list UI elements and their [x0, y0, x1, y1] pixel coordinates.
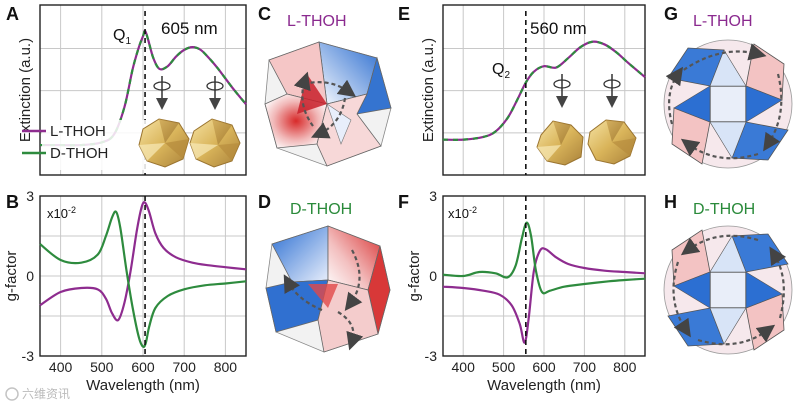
q2-main: Q [492, 61, 504, 78]
x-tick-label-b: 800 [214, 359, 238, 375]
y-axis-title-b: g-factor [3, 251, 20, 302]
plot-frame-f [442, 195, 646, 357]
gold-particle-icon-e1 [536, 120, 584, 166]
plot-frame-b [39, 195, 247, 357]
series-line-b-d-thoh [39, 210, 247, 348]
rotation-icon-e2 [603, 74, 621, 108]
x-tick-label-f: 500 [492, 359, 516, 375]
plot-frame-a [39, 4, 247, 176]
legend-label-l: L-THOH [50, 123, 106, 140]
x-tick-label-f: 700 [573, 359, 597, 375]
wavelength-label-a: 605 nm [161, 19, 218, 38]
panel-letter-a: A [6, 4, 19, 24]
y-tick-label-b: -3 [22, 348, 35, 364]
rotation-icon-e1 [553, 74, 571, 108]
panel-letter-h: H [664, 192, 677, 212]
mult-main-b: x10 [47, 206, 68, 221]
q1-sub: 1 [125, 36, 131, 47]
mult-sup-b: -2 [68, 205, 76, 215]
gold-particle-icon-e2 [587, 119, 637, 165]
q2-label: Q2 [492, 61, 510, 81]
mult-main-f: x10 [448, 206, 469, 221]
x-tick-label-f: 600 [532, 359, 556, 375]
y-tick-label-b: 3 [26, 188, 34, 204]
x-tick-label-b: 700 [173, 359, 197, 375]
series-line-f-l-thoh [442, 247, 646, 344]
mult-sup-f: -2 [469, 205, 477, 215]
watermark-icon [5, 387, 19, 401]
model-title-d: D-THOH [290, 201, 352, 218]
gold-particle-icon-a1 [138, 118, 190, 168]
panel-letter-d: D [258, 192, 271, 212]
model-title-c: L-THOH [287, 13, 347, 30]
plot-frame-e [442, 4, 646, 176]
legend-label-d: D-THOH [50, 145, 108, 162]
y-tick-label-f: 0 [429, 268, 437, 284]
legend-a: L-THOH D-THOH [22, 120, 150, 170]
y-axis-title-e: Extinction (a.u.) [420, 38, 437, 142]
model-image-c [264, 41, 392, 167]
y-tick-label-f: -3 [425, 348, 438, 364]
y-axis-title-f: g-factor [406, 251, 423, 302]
rotation-icon-a1 [153, 76, 171, 110]
x-tick-label-b: 500 [90, 359, 114, 375]
y-tick-label-b: 0 [26, 268, 34, 284]
chart-panel-b: 400 500 600 700 800 Wavelength (nm) -3 0 3 g-fact… [3, 188, 247, 394]
series-line-e-d-thoh [442, 40, 646, 141]
q2-sub: 2 [504, 70, 510, 81]
x-tick-label-b: 400 [49, 359, 73, 375]
watermark: 六维资讯 [5, 387, 70, 401]
gold-particle-icon-a2 [189, 118, 241, 168]
panel-letter-e: E [398, 4, 410, 24]
multiplier-b: x10-2 [47, 205, 76, 221]
y-tick-label-f: 3 [429, 188, 437, 204]
x-tick-label-f: 800 [613, 359, 637, 375]
series-line-f-d-thoh [442, 221, 646, 295]
q1-main: Q [113, 27, 125, 44]
model-title-g: L-THOH [693, 13, 753, 30]
chart-panel-f: 400 500 600 700 800 Wavelength (nm) -3 0 3 g-fact… [406, 188, 646, 394]
model-image-d [265, 225, 391, 353]
model-image-h [663, 225, 793, 355]
panel-letter-g: G [664, 4, 678, 24]
q1-label: Q1 [113, 27, 131, 47]
model-image-g [663, 39, 793, 169]
x-tick-label-b: 600 [131, 359, 155, 375]
model-title-h: D-THOH [693, 201, 755, 218]
x-axis-title-f: Wavelength (nm) [487, 377, 601, 394]
legend-bg [42, 120, 150, 170]
multiplier-f: x10-2 [448, 205, 477, 221]
panel-letter-c: C [258, 4, 271, 24]
watermark-text: 六维资讯 [22, 387, 70, 401]
panel-letter-b: B [6, 192, 19, 212]
y-axis-title-a: Extinction (a.u.) [17, 38, 34, 142]
x-tick-label-f: 400 [452, 359, 476, 375]
wavelength-label-e: 560 nm [530, 19, 587, 38]
rotation-icon-a2 [206, 76, 224, 110]
panel-letter-f: F [398, 192, 409, 212]
series-line-b-l-thoh [39, 201, 247, 322]
x-axis-title-b: Wavelength (nm) [86, 377, 200, 394]
